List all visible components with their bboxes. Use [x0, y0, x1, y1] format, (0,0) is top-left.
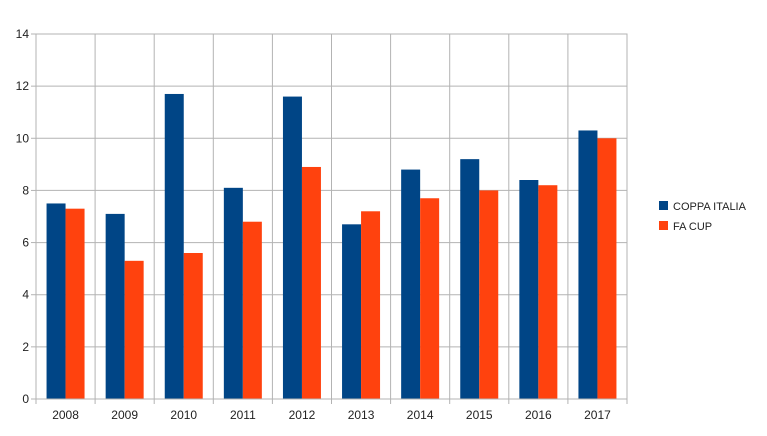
legend-label: COPPA ITALIA	[673, 201, 747, 213]
bar-fa-cup-2016	[538, 185, 558, 399]
bar-fa-cup-2015	[479, 190, 499, 399]
y-tick-label: 10	[16, 131, 30, 145]
y-tick-label: 14	[16, 27, 30, 41]
x-tick-label: 2015	[466, 408, 493, 422]
x-tick-label: 2009	[111, 408, 138, 422]
bar-coppa-italia-2010	[164, 93, 184, 399]
bar-fa-cup-2011	[242, 221, 262, 399]
x-tick-label: 2010	[170, 408, 197, 422]
bar-fa-cup-2012	[301, 166, 321, 399]
y-tick-label: 8	[22, 183, 29, 197]
plot-area-border	[35, 33, 628, 400]
bar-fa-cup-2013	[361, 211, 381, 399]
x-tick-label: 2017	[584, 408, 611, 422]
bar-coppa-italia-2011	[223, 187, 243, 399]
y-tick-label: 2	[22, 340, 29, 354]
bar-fa-cup-2017	[597, 138, 617, 400]
bar-coppa-italia-2015	[460, 159, 480, 399]
legend: COPPA ITALIA FA CUP	[659, 201, 747, 233]
legend-label: FA CUP	[673, 221, 712, 233]
bars	[46, 93, 617, 400]
bar-coppa-italia-2017	[578, 130, 598, 399]
bar-fa-cup-2014	[420, 198, 440, 399]
bar-fa-cup-2009	[124, 260, 144, 399]
y-tick-label: 12	[16, 79, 30, 93]
x-tick-label: 2013	[348, 408, 375, 422]
x-tick-label: 2016	[525, 408, 552, 422]
bar-coppa-italia-2016	[519, 180, 539, 399]
bar-coppa-italia-2014	[401, 169, 421, 399]
legend-swatch-fa-cup	[659, 221, 668, 230]
legend-swatch-coppa-italia	[659, 201, 668, 210]
x-tick-label: 2014	[407, 408, 434, 422]
x-axis-tick-labels: 2008 2009 2010 2011 2012 2013 2014 2015 2016 2017	[52, 408, 611, 422]
bar-coppa-italia-2012	[282, 96, 302, 400]
axes	[35, 33, 628, 400]
y-axis-tick-labels: 0 2 4 6 8 10 12 14	[16, 27, 30, 406]
bar-fa-cup-2010	[183, 253, 203, 399]
x-tick-label: 2011	[230, 408, 256, 422]
y-tick-label: 0	[22, 392, 29, 406]
x-tick-label: 2012	[289, 408, 316, 422]
x-tick-label: 2008	[52, 408, 79, 422]
bar-fa-cup-2008	[65, 208, 85, 399]
y-tick-label: 4	[22, 288, 29, 302]
bar-coppa-italia-2009	[105, 213, 125, 399]
bar-coppa-italia-2013	[342, 224, 362, 399]
bar-coppa-italia-2008	[46, 203, 66, 399]
y-tick-label: 6	[22, 236, 29, 250]
